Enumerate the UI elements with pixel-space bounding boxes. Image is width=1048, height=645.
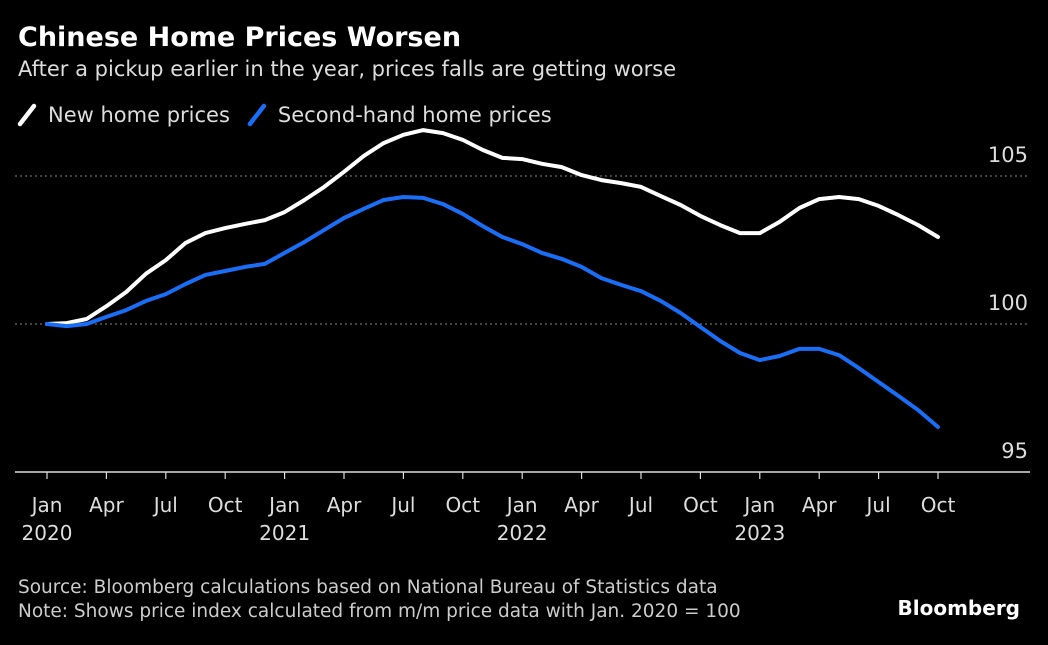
legend-swatch [17, 103, 37, 127]
x-tick-label: Apr [564, 493, 599, 517]
legend-label: Second-hand home prices [278, 103, 552, 127]
legend-swatch [247, 103, 267, 127]
x-tick-label: Oct [921, 493, 956, 517]
chart-title: Chinese Home Prices Worsen [18, 22, 461, 53]
x-tick-label: Jan 2020 [22, 493, 73, 545]
x-tick-label: Jan 2021 [259, 493, 310, 545]
y-tick-label: 105 [988, 143, 1028, 167]
x-tick-label: Oct [446, 493, 481, 517]
x-tick-label: Apr [89, 493, 124, 517]
y-tick-label: 100 [988, 291, 1028, 315]
y-tick-label: 95 [1001, 439, 1028, 463]
x-tick-label: Jul [627, 493, 653, 517]
x-tick-label: Jul [152, 493, 178, 517]
x-tick-label: Oct [683, 493, 718, 517]
series-line [45, 195, 940, 429]
series-line [45, 128, 940, 326]
x-tick-label: Jan 2022 [497, 493, 548, 545]
x-tick-label: Oct [208, 493, 243, 517]
x-tick-label: Apr [802, 493, 837, 517]
logo: Bloomberg [898, 596, 1020, 620]
legend-label: New home prices [48, 103, 230, 127]
source-note: Source: Bloomberg calculations based on … [18, 577, 718, 598]
footnote: Note: Shows price index calculated from … [18, 601, 741, 622]
x-tick-label: Jan 2023 [734, 493, 785, 545]
chart-subtitle: After a pickup earlier in the year, pric… [18, 57, 676, 81]
x-tick-label: Jul [389, 493, 415, 517]
x-tick-label: Jul [865, 493, 891, 517]
x-tick-label: Apr [327, 493, 362, 517]
